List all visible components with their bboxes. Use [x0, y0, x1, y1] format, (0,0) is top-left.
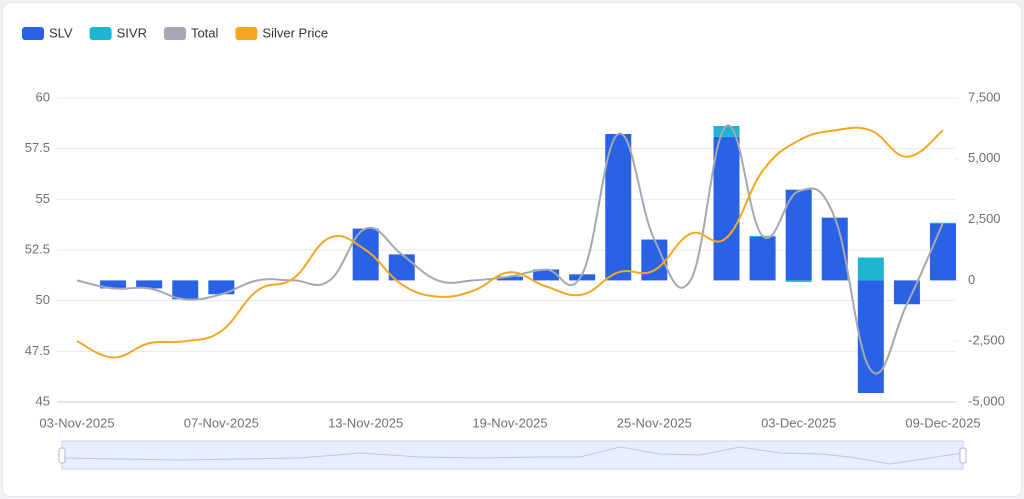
legend-swatch: [235, 27, 258, 40]
legend-label: SLV: [49, 25, 73, 40]
line: [76, 124, 944, 375]
bar: [857, 280, 884, 394]
bar: [605, 133, 632, 281]
x-tick-label: 09-Dec-2025: [905, 415, 980, 430]
x-tick-label: 25-Nov-2025: [617, 415, 692, 430]
bar: [569, 274, 596, 281]
y-tick-label: 50: [36, 292, 50, 307]
bar: [713, 136, 740, 281]
zoom-preview: [61, 446, 963, 465]
zoom-handle[interactable]: [959, 447, 967, 464]
legend-swatch: [89, 27, 112, 40]
bar: [857, 257, 884, 281]
bar: [749, 236, 776, 281]
bar: [785, 280, 812, 282]
legend-swatch: [163, 27, 186, 40]
bar: [497, 276, 523, 281]
y-tick-label: 57.5: [25, 140, 50, 155]
x-tick-label: 03-Nov-2025: [39, 415, 114, 430]
bar: [100, 280, 127, 289]
y-tick-label: 55: [36, 191, 50, 206]
y2-tick-label: -5,000: [968, 393, 1005, 408]
bar: [172, 280, 199, 300]
bar: [713, 125, 740, 137]
y2-tick-label: 5,000: [968, 150, 1001, 165]
legend-label: SIVR: [117, 25, 147, 40]
zoom-handle[interactable]: [58, 447, 66, 464]
bar: [533, 269, 560, 281]
legend-label: Silver Price: [262, 25, 328, 40]
bar: [785, 189, 812, 281]
y-tick-label: 47.5: [25, 343, 50, 358]
bar: [136, 280, 163, 289]
zoom-track: [61, 440, 964, 470]
legend-label: Total: [191, 25, 219, 40]
x-tick-label: 07-Nov-2025: [184, 415, 259, 430]
legend-swatch: [22, 27, 44, 40]
bar: [208, 280, 235, 295]
data-zoom[interactable]: [58, 440, 967, 470]
y-tick-label: 52.5: [25, 241, 50, 256]
y2-tick-label: -2,500: [968, 333, 1005, 348]
bar: [930, 223, 956, 281]
x-tick-label: 19-Nov-2025: [472, 415, 547, 430]
x-tick-label: 13-Nov-2025: [328, 415, 403, 430]
y2-tick-label: 2,500: [968, 211, 1001, 226]
x-tick-label: 03-Dec-2025: [761, 415, 836, 430]
bar: [893, 280, 920, 305]
y2-tick-label: 0: [968, 272, 975, 287]
line: [76, 126, 944, 359]
y-tick-label: 45: [36, 393, 50, 408]
y2-tick-label: 7,500: [968, 89, 1001, 104]
y-tick-label: 60: [36, 89, 50, 104]
